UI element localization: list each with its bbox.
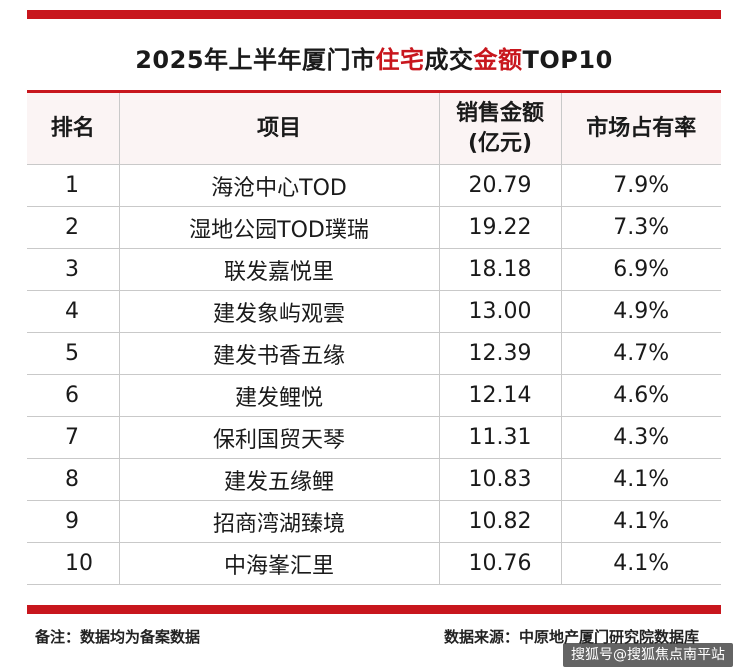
title-prefix: 2025年上半年厦门市 [135,46,376,74]
cell-amount: 10.82 [438,500,562,543]
cell-rank: 9 [27,500,120,543]
table-row: 4 建发象屿观雲 13.00 4.9% [27,290,721,333]
header-project: 项目 [118,91,440,165]
cell-rank: 4 [27,290,120,333]
cell-project: 中海峯汇里 [118,542,440,585]
watermark: 搜狐号@搜狐焦点南平站 [563,643,733,667]
table-row: 9 招商湾湖臻境 10.82 4.1% [27,500,721,543]
title-suffix: TOP10 [522,46,613,74]
header-share: 市场占有率 [560,91,721,165]
page-title: 2025年上半年厦门市住宅成交金额TOP10 [27,40,721,75]
header-rank: 排名 [27,91,120,165]
cell-rank: 6 [27,374,120,417]
cell-share: 7.9% [560,164,721,207]
title-middle: 成交 [424,46,474,74]
cell-share: 4.6% [560,374,721,417]
cell-rank: 5 [27,332,120,375]
cell-project: 建发书香五缘 [118,332,440,375]
table-row: 7 保利国贸天琴 11.31 4.3% [27,416,721,459]
cell-share: 4.1% [560,500,721,543]
top-accent-bar [27,10,721,19]
cell-project: 招商湾湖臻境 [118,500,440,543]
cell-project: 联发嘉悦里 [118,248,440,291]
table-row: 2 湿地公园TOD璞瑞 19.22 7.3% [27,206,721,249]
cell-project: 建发五缘鲤 [118,458,440,501]
cell-project: 保利国贸天琴 [118,416,440,459]
cell-amount: 10.76 [438,542,562,585]
cell-rank: 1 [27,164,120,207]
cell-share: 4.1% [560,458,721,501]
cell-rank: 2 [27,206,120,249]
cell-rank: 3 [27,248,120,291]
cell-share: 6.9% [560,248,721,291]
cell-amount: 11.31 [438,416,562,459]
table-row: 5 建发书香五缘 12.39 4.7% [27,332,721,375]
cell-project: 建发鲤悦 [118,374,440,417]
header-amount: 销售金额 (亿元) [438,91,562,165]
cell-project: 海沧中心TOD [118,164,440,207]
cell-project: 建发象屿观雲 [118,290,440,333]
title-highlight-amount: 金额 [473,46,523,74]
cell-amount: 12.39 [438,332,562,375]
table-row: 10 中海峯汇里 10.76 4.1% [27,542,721,585]
cell-share: 4.7% [560,332,721,375]
title-highlight-residential: 住宅 [375,46,425,74]
data-source: 数据来源：中原地产厦门研究院数据库 [443,628,699,646]
cell-amount: 10.83 [438,458,562,501]
bottom-accent-bar [27,605,721,614]
footnote: 备注：数据均为备案数据 [35,628,201,646]
header-amount-line1: 销售金额 [455,100,544,126]
cell-project: 湿地公园TOD璞瑞 [118,206,440,249]
cell-amount: 18.18 [438,248,562,291]
cell-share: 7.3% [560,206,721,249]
table-row: 1 海沧中心TOD 20.79 7.9% [27,164,721,207]
cell-share: 4.9% [560,290,721,333]
cell-amount: 19.22 [438,206,562,249]
cell-rank: 10 [27,542,120,585]
table-row: 8 建发五缘鲤 10.83 4.1% [27,458,721,501]
ranking-table-container: 排名 项目 销售金额 (亿元) 市场占有率 1 海沧中心TOD 20.79 7.9% 2… [27,90,721,585]
cell-rank: 8 [27,458,120,501]
table-row: 6 建发鲤悦 12.14 4.6% [27,374,721,417]
cell-amount: 13.00 [438,290,562,333]
cell-rank: 7 [27,416,120,459]
table-header-row: 排名 项目 销售金额 (亿元) 市场占有率 [27,91,721,165]
table-row: 3 联发嘉悦里 18.18 6.9% [27,248,721,291]
header-amount-line2: (亿元) [467,130,533,156]
cell-share: 4.3% [560,416,721,459]
cell-amount: 20.79 [438,164,562,207]
ranking-table: 排名 项目 销售金额 (亿元) 市场占有率 1 海沧中心TOD 20.79 7.9% 2… [27,90,721,585]
cell-share: 4.1% [560,542,721,585]
cell-amount: 12.14 [438,374,562,417]
